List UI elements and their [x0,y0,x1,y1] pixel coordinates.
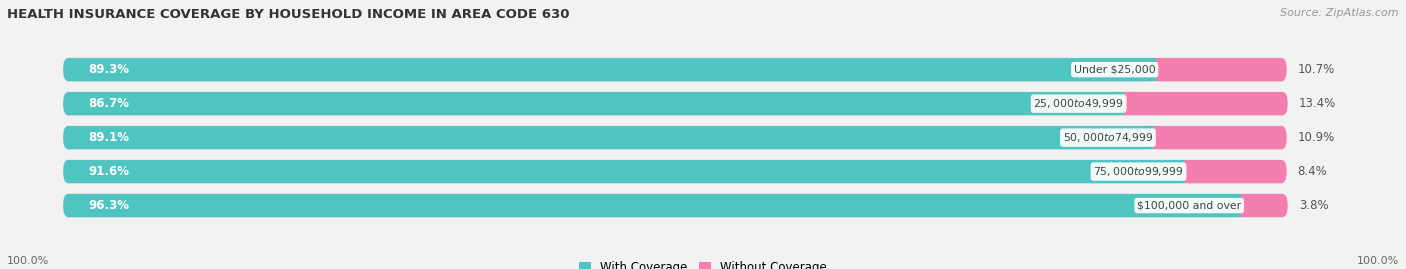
FancyBboxPatch shape [63,92,1123,115]
Text: 96.3%: 96.3% [89,199,129,212]
Text: HEALTH INSURANCE COVERAGE BY HOUSEHOLD INCOME IN AREA CODE 630: HEALTH INSURANCE COVERAGE BY HOUSEHOLD I… [7,8,569,21]
FancyBboxPatch shape [63,126,1286,149]
FancyBboxPatch shape [63,160,1286,183]
Text: 100.0%: 100.0% [7,256,49,266]
Text: 10.9%: 10.9% [1298,131,1334,144]
Text: 10.7%: 10.7% [1298,63,1334,76]
Bar [1241,194,1251,217]
FancyBboxPatch shape [63,160,1184,183]
Text: Source: ZipAtlas.com: Source: ZipAtlas.com [1281,8,1399,18]
Bar [1143,126,1153,149]
FancyBboxPatch shape [63,194,1286,217]
Bar [1174,160,1184,183]
Bar [1146,58,1156,81]
Text: 13.4%: 13.4% [1299,97,1336,110]
Bar [1114,92,1123,115]
Text: $25,000 to $49,999: $25,000 to $49,999 [1033,97,1123,110]
FancyBboxPatch shape [63,126,1153,149]
Legend: With Coverage, Without Coverage: With Coverage, Without Coverage [579,261,827,269]
FancyBboxPatch shape [1156,58,1286,81]
FancyBboxPatch shape [63,92,1286,115]
FancyBboxPatch shape [1123,92,1288,115]
Text: $100,000 and over: $100,000 and over [1137,201,1241,211]
Text: $75,000 to $99,999: $75,000 to $99,999 [1094,165,1184,178]
FancyBboxPatch shape [1241,194,1288,217]
FancyBboxPatch shape [63,194,1241,217]
FancyBboxPatch shape [1153,126,1286,149]
Bar [1232,194,1241,217]
Text: 91.6%: 91.6% [89,165,129,178]
Bar [1123,92,1133,115]
Text: $50,000 to $74,999: $50,000 to $74,999 [1063,131,1153,144]
Bar [1153,126,1163,149]
FancyBboxPatch shape [63,58,1286,81]
Text: 89.3%: 89.3% [89,63,129,76]
Bar [1156,58,1166,81]
FancyBboxPatch shape [1184,160,1286,183]
Text: Under $25,000: Under $25,000 [1074,65,1156,75]
Text: 89.1%: 89.1% [89,131,129,144]
Text: 8.4%: 8.4% [1298,165,1327,178]
Text: 100.0%: 100.0% [1357,256,1399,266]
FancyBboxPatch shape [63,58,1156,81]
Text: 3.8%: 3.8% [1299,199,1329,212]
Text: 86.7%: 86.7% [89,97,129,110]
Bar [1184,160,1194,183]
